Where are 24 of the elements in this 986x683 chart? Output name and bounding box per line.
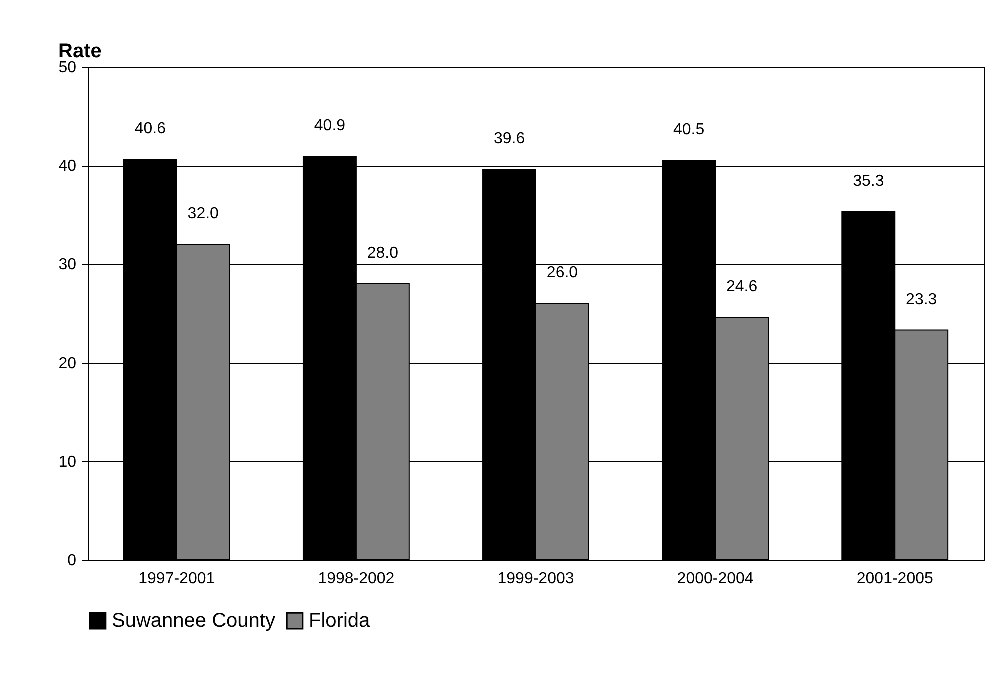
legend-label: Suwannee County [112, 610, 276, 632]
y-tick-label: 40 [58, 158, 77, 176]
data-label: 40.9 [314, 118, 346, 135]
y-tick-label: 50 [58, 60, 77, 76]
x-tick-label: 2001-2005 [856, 570, 934, 588]
data-label: 26.0 [546, 264, 578, 282]
y-tick-label: 20 [58, 355, 77, 372]
data-label: 40.5 [674, 122, 705, 139]
x-tick-label: 2000-2004 [677, 570, 754, 588]
y-tick-label: 0 [68, 552, 77, 570]
legend-label: Florida [309, 610, 372, 632]
y-axis-title: Rate [58, 40, 102, 62]
x-tick-label: 1997-2001 [138, 570, 216, 588]
x-tick-label: 1998-2002 [318, 570, 395, 588]
data-label: 40.6 [134, 120, 166, 138]
y-tick-label: 30 [58, 256, 77, 274]
x-tick-label: 1999-2003 [498, 570, 574, 588]
data-label: 35.3 [853, 172, 884, 190]
data-label: 23.3 [906, 291, 938, 308]
y-tick-label: 10 [58, 454, 77, 471]
data-label: 39.6 [494, 130, 526, 148]
data-label: 24.6 [726, 278, 758, 296]
data-label: 32.0 [188, 205, 220, 222]
data-label: 28.0 [367, 244, 399, 262]
